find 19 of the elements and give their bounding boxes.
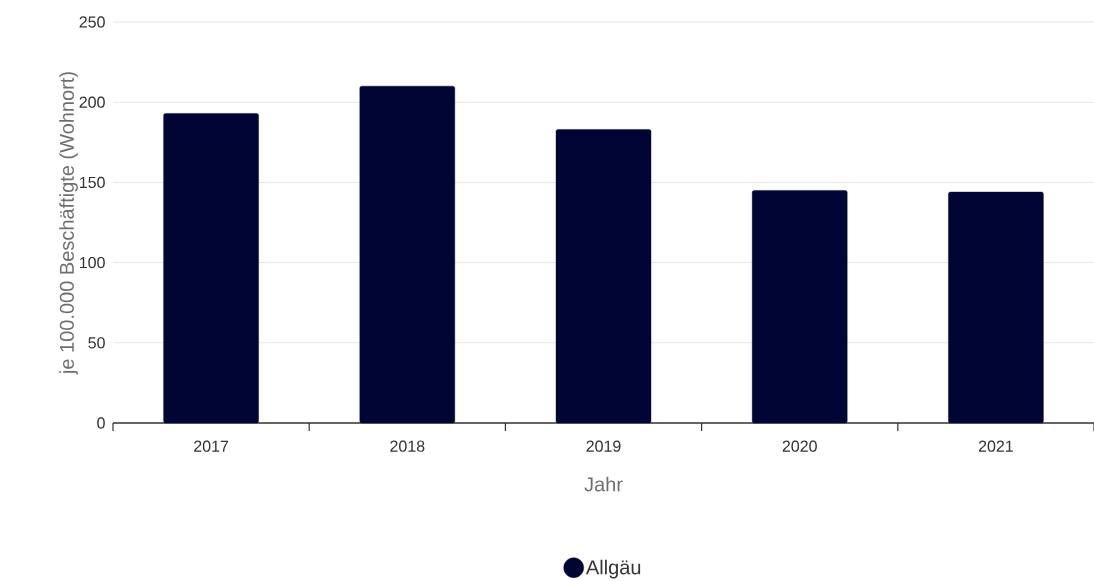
y-tick-label: 200 xyxy=(79,96,105,108)
x-axis-title: Jahr xyxy=(584,476,623,492)
y-tick-label: 150 xyxy=(80,176,105,189)
legend-label: Allgäu xyxy=(585,559,641,579)
x-tick-label: 2021 xyxy=(978,440,1013,452)
bar xyxy=(555,129,652,424)
y-tick-label: 0 xyxy=(97,417,105,429)
bar xyxy=(163,113,259,424)
x-tick-label: 2018 xyxy=(390,440,425,452)
y-axis-title: je 100.000 Beschäftigte (Wohnort) xyxy=(59,72,78,375)
y-tick-label: 100 xyxy=(80,256,105,269)
y-tick-label: 250 xyxy=(79,16,105,28)
bar xyxy=(948,191,1044,424)
x-tick-label: 2017 xyxy=(194,440,229,452)
x-tick-label: 2019 xyxy=(586,440,621,452)
bar xyxy=(752,190,848,424)
bar xyxy=(359,85,456,424)
x-tick-label: 2020 xyxy=(782,440,817,452)
y-tick-label: 50 xyxy=(88,337,105,349)
